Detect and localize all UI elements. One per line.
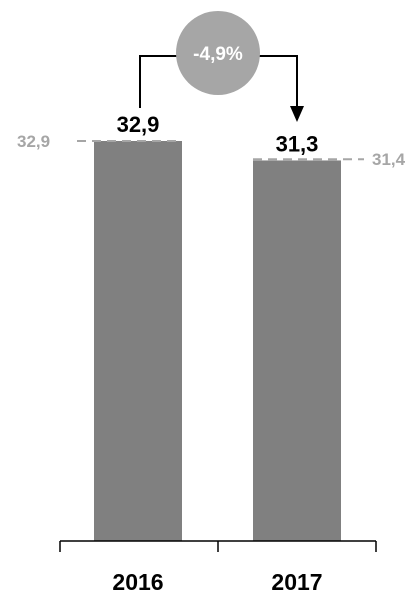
bar-2016 bbox=[94, 141, 182, 541]
value-label-2016: 32,9 bbox=[117, 112, 160, 137]
bar-2017 bbox=[253, 160, 341, 541]
change-label: -4,9% bbox=[193, 44, 243, 65]
x-tick-label-2017: 2017 bbox=[271, 569, 322, 595]
reference-label-right: 31,4 bbox=[372, 150, 406, 169]
change-bubble bbox=[176, 11, 260, 95]
value-label-2017: 31,3 bbox=[276, 131, 319, 156]
x-tick-label-2016: 2016 bbox=[112, 569, 163, 595]
arrowhead-icon bbox=[290, 106, 304, 122]
reference-label-left: 32,9 bbox=[17, 132, 50, 151]
